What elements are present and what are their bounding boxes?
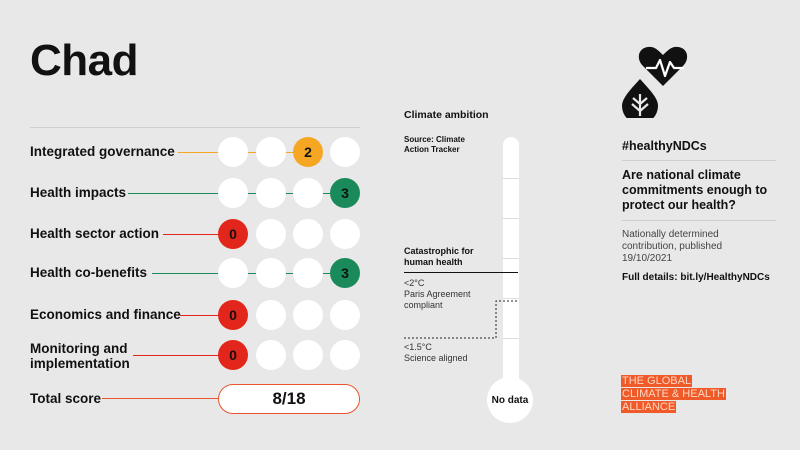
total-score-value: 8/18 [218, 384, 360, 414]
score-circle-filled: 0 [218, 300, 248, 330]
score-circle-empty [256, 137, 286, 167]
source-note: Source: Climate Action Tracker [404, 135, 465, 154]
score-circle-empty [293, 300, 323, 330]
score-circle-empty [256, 219, 286, 249]
country-title: Chad [30, 36, 139, 85]
right-divider [622, 220, 776, 221]
heart-leaf-icon [622, 46, 688, 118]
score-circle-filled: 3 [330, 258, 360, 288]
row-label: Monitoring and implementation [30, 341, 130, 371]
row-connector [163, 234, 233, 235]
score-circle-empty [330, 340, 360, 370]
score-circle-empty [256, 258, 286, 288]
alliance-logo-line: CLIMATE & HEALTH [621, 388, 726, 400]
score-circle-empty [218, 178, 248, 208]
divider [30, 127, 360, 128]
total-connector [102, 398, 218, 399]
row-label: Integrated governance [30, 144, 175, 159]
alliance-logo: THE GLOBAL CLIMATE & HEALTH ALLIANCE [621, 375, 726, 414]
right-divider [622, 160, 776, 161]
catastrophic-line [404, 272, 518, 273]
hashtag: #healthyNDCs [622, 139, 707, 153]
thermometer-tick [503, 338, 519, 339]
paris-dashed-line [404, 300, 519, 339]
score-circle-empty [256, 178, 286, 208]
total-score-label: Total score [30, 391, 102, 406]
score-circle-empty [293, 219, 323, 249]
paris-label: Paris Agreement compliant [404, 289, 471, 310]
alliance-logo-line: ALLIANCE [621, 401, 677, 413]
score-circle-filled: 0 [218, 340, 248, 370]
climate-ambition-title: Climate ambition [404, 109, 489, 121]
row-label: Health sector action [30, 226, 160, 241]
score-circle-empty [330, 219, 360, 249]
catastrophic-label: Catastrophic for human health [404, 246, 474, 267]
score-circle-empty [330, 300, 360, 330]
score-circle-empty [293, 178, 323, 208]
score-circle-empty [330, 137, 360, 167]
alliance-logo-line: THE GLOBAL [621, 375, 693, 387]
thermometer [503, 137, 519, 399]
score-circle-empty [293, 340, 323, 370]
score-circle-empty [218, 258, 248, 288]
science-label: Science aligned [404, 353, 468, 363]
score-circle-empty [293, 258, 323, 288]
row-label: Economics and finance [30, 307, 181, 322]
thermometer-tick [503, 178, 519, 179]
row-connector [152, 273, 345, 274]
row-connector [180, 315, 233, 316]
score-circle-filled: 3 [330, 178, 360, 208]
science-temp: <1.5°C [404, 342, 432, 352]
ndc-info: Nationally determined contribution, publ… [622, 229, 723, 264]
row-label: Health co-benefits [30, 265, 148, 280]
row-connector [133, 355, 233, 356]
score-circle-empty [256, 340, 286, 370]
score-circle-filled: 2 [293, 137, 323, 167]
details-link[interactable]: Full details: bit.ly/HealthyNDCs [622, 272, 770, 283]
paris-temp: <2°C [404, 278, 425, 288]
score-circle-filled: 0 [218, 219, 248, 249]
score-circle-empty [218, 137, 248, 167]
thermometer-tick [503, 298, 519, 299]
score-circle-empty [256, 300, 286, 330]
rating-bulb: No data [487, 377, 533, 423]
question-text: Are national climate commitments enough … [622, 168, 768, 212]
thermometer-tick [503, 258, 519, 259]
row-label: Health impacts [30, 185, 127, 200]
thermometer-tick [503, 218, 519, 219]
